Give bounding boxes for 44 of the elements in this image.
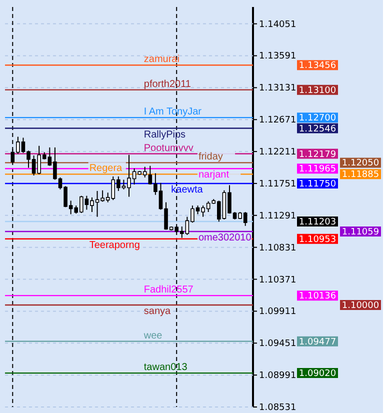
y-tick-label: 1.13131 xyxy=(259,84,296,94)
ref-line-label: Regera xyxy=(89,163,123,174)
ref-line-label: friday xyxy=(198,152,223,163)
y-tick-label: 1.08531 xyxy=(259,403,296,413)
y-tick-label: 1.13591 xyxy=(259,52,296,62)
text: 1.10953 xyxy=(298,234,336,245)
y-tick-label: 1.11751 xyxy=(259,179,296,190)
text: 1.12546 xyxy=(298,124,336,134)
y-tick-label: 1.10831 xyxy=(259,243,296,254)
ref-line-label: wee xyxy=(142,330,163,342)
ref-line-label: Fadhil2557 xyxy=(144,284,194,296)
text: 1.09477 xyxy=(298,337,336,348)
text: 1.12050 xyxy=(342,158,380,169)
text: 1.13100 xyxy=(298,86,336,96)
text: 1.13456 xyxy=(298,61,336,72)
text: 1.11965 xyxy=(298,164,336,175)
text: 1.11750 xyxy=(298,180,336,190)
y-tick-label: 1.12211 xyxy=(259,148,296,158)
y-tick-label: 1.10371 xyxy=(259,275,296,286)
ref-line-label: kaewta xyxy=(171,184,204,196)
ref-line-label: pforth2011 xyxy=(144,78,192,90)
text: 1.09020 xyxy=(298,369,336,380)
y-tick-label: 1.11291 xyxy=(259,211,296,222)
ref-line-label: narjant xyxy=(198,170,230,181)
ref-line-label: zamurai xyxy=(144,54,180,66)
text: 1.11885 xyxy=(342,170,380,180)
text: 1.12179 xyxy=(298,150,336,160)
y-tick-label: 1.12671 xyxy=(259,116,296,126)
y-tick-label: 1.09451 xyxy=(259,339,296,350)
text: 1.12700 xyxy=(298,114,336,124)
y-tick-label: 1.09911 xyxy=(259,307,296,318)
ref-line-label: ome302010 xyxy=(198,232,252,244)
ref-line-label: tawan013 xyxy=(144,362,188,374)
y-tick-label: 1.08991 xyxy=(259,371,296,382)
ref-line-label: RallyPips xyxy=(144,129,186,140)
text: 1.10000 xyxy=(342,301,380,312)
ref-line-label: sanya xyxy=(144,306,172,318)
ref-line-label: I Am TonyJar xyxy=(144,106,202,118)
ref-line-label: Teeraporng xyxy=(89,240,140,251)
text: 1.11203 xyxy=(298,218,336,228)
text: 1.10136 xyxy=(298,292,336,302)
text: 1.11059 xyxy=(342,228,380,238)
ref-line-label: Pootumvvv xyxy=(144,142,194,154)
y-tick-label: 1.14051 xyxy=(259,20,296,30)
